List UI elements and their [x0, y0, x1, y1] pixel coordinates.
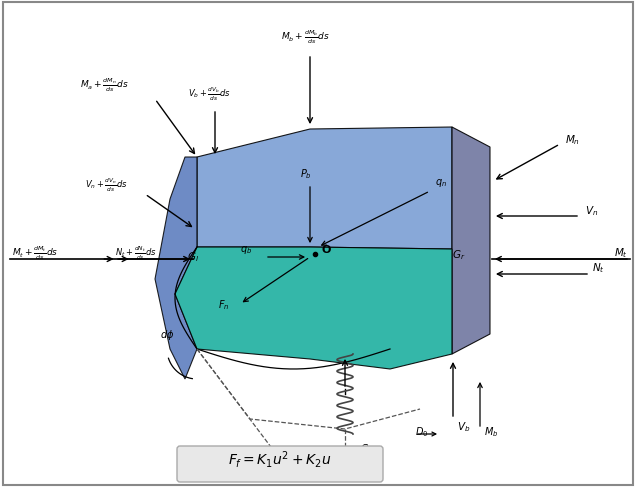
Text: $N_t + \frac{dN_t}{ds}ds$: $N_t + \frac{dN_t}{ds}ds$ — [115, 244, 156, 262]
Text: $q_n$: $q_n$ — [435, 177, 447, 189]
Text: $G_l$: $G_l$ — [187, 249, 199, 263]
Text: $d\phi$: $d\phi$ — [160, 327, 174, 341]
Text: $F_f = K_1u^2 + K_2u$: $F_f = K_1u^2 + K_2u$ — [228, 448, 332, 469]
Text: $G_r$: $G_r$ — [452, 247, 466, 261]
Text: $F_n$: $F_n$ — [218, 297, 230, 311]
Polygon shape — [452, 128, 490, 354]
Text: $V_b + \frac{dV_b}{ds}ds$: $V_b + \frac{dV_b}{ds}ds$ — [188, 85, 232, 103]
Text: $M_b$: $M_b$ — [484, 424, 499, 438]
Polygon shape — [155, 158, 197, 379]
Text: $V_n$: $V_n$ — [585, 203, 598, 217]
Text: $M_a + \frac{dM_n}{ds}ds$: $M_a + \frac{dM_n}{ds}ds$ — [80, 76, 128, 94]
FancyBboxPatch shape — [177, 446, 383, 482]
Text: $V_n + \frac{dV_n}{ds}ds$: $V_n + \frac{dV_n}{ds}ds$ — [85, 176, 128, 194]
Text: $M_b + \frac{dM_b}{ds}ds$: $M_b + \frac{dM_b}{ds}ds$ — [280, 28, 329, 46]
Text: $M_n$: $M_n$ — [565, 133, 580, 146]
Polygon shape — [197, 128, 452, 249]
Text: $G$: $G$ — [360, 441, 369, 453]
Text: $N_t$: $N_t$ — [592, 261, 605, 274]
Polygon shape — [175, 247, 452, 369]
Text: $M_t$: $M_t$ — [614, 245, 628, 259]
Text: O: O — [321, 244, 330, 254]
Text: $P_b$: $P_b$ — [300, 167, 312, 181]
Text: $V_b$: $V_b$ — [457, 419, 471, 433]
Text: $D_0$: $D_0$ — [415, 424, 429, 438]
Text: $M_t + \frac{dM_t}{ds}ds$: $M_t + \frac{dM_t}{ds}ds$ — [12, 244, 59, 262]
Text: $q_b$: $q_b$ — [240, 244, 252, 256]
